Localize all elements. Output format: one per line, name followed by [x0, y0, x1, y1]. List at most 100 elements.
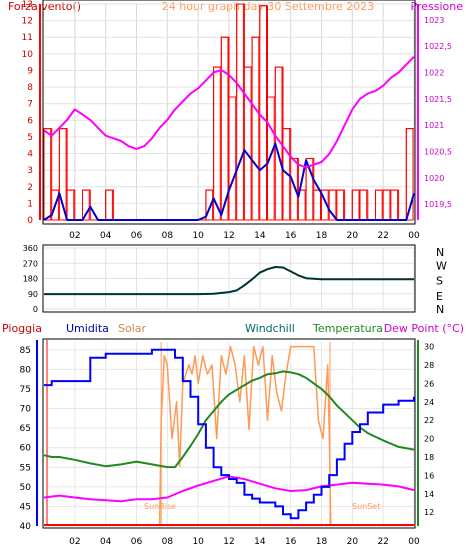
humidity-tick-label: 55 [20, 463, 31, 473]
tick-labels: 02 04 06 08 10 12 14 16 18 20 22 000123456789101112… [20, 0, 452, 547]
direction-tick-label: 270 [23, 259, 38, 268]
wind-x-tick-label: 10 [192, 231, 204, 241]
wind-y-tick-label: 9 [27, 66, 33, 76]
series-lines [43, 3, 415, 527]
temperature-title: Temperatura [312, 322, 383, 335]
wind-bar [43, 128, 52, 221]
pressure-axis-title: Pressione [411, 0, 464, 13]
wind-bar [236, 3, 244, 221]
pressure-tick-label: 1021 [424, 121, 444, 130]
wind-bar [351, 189, 360, 221]
wind-bar [313, 189, 321, 221]
direction-compass-label: E [436, 290, 443, 303]
wind-bar [243, 66, 252, 221]
temperature-tick-label: 20 [424, 435, 434, 444]
temperature-tick-label: 12 [424, 508, 434, 517]
wind-y-tick-label: 7 [27, 100, 33, 110]
direction-tick-label: 0 [33, 305, 38, 314]
wind-gust-line [43, 142, 415, 221]
pressure-tick-label: 1020 [424, 174, 444, 183]
wind-x-tick-label: 18 [316, 231, 328, 241]
wind-x-tick-label: 04 [100, 231, 112, 241]
temperature-tick-label: 18 [424, 453, 434, 462]
direction-line [44, 266, 414, 296]
wind-bar [390, 189, 399, 221]
wind-bar [251, 36, 260, 221]
pressure-tick-label: 1020,5 [424, 148, 452, 157]
direction-compass-label: N [436, 246, 444, 259]
sunrise-label: SunRise [144, 502, 176, 511]
pressure-line [43, 56, 415, 169]
wind-bar [66, 189, 75, 221]
wind-bar [382, 189, 391, 221]
wind-bar [220, 36, 229, 221]
wind-y-tick-label: 12 [22, 17, 33, 27]
wind-x-tick-label: 08 [162, 231, 174, 241]
humidity-tick-label: 65 [20, 424, 31, 434]
wind-speed-line [44, 3, 414, 221]
wind-y-tick-label: 4 [27, 150, 33, 160]
humidity-line [44, 348, 415, 520]
wind-y-tick-label: 11 [22, 33, 33, 43]
wind-bar [336, 189, 345, 221]
sunset-label: SunSet [352, 502, 380, 511]
humidity-tick-label: 50 [20, 483, 32, 493]
climate-x-tick-label: 14 [254, 537, 266, 547]
pressure-tick-label: 1019,5 [424, 200, 452, 209]
wind-y-tick-label: 3 [27, 166, 33, 176]
climate-x-tick-label: 12 [223, 537, 234, 547]
humidity-tick-label: 85 [20, 346, 31, 356]
humidity-tick-label: 70 [20, 405, 32, 415]
climate-x-tick-label: 20 [347, 537, 359, 547]
pressure-tick-label: 1022 [424, 68, 444, 77]
climate-x-tick-label: 08 [162, 537, 174, 547]
direction-compass-label: N [436, 303, 444, 316]
temperature-line [43, 370, 415, 469]
pressure-tick-label: 1021,5 [424, 95, 452, 104]
wind-bar [259, 5, 267, 221]
humidity-tick-label: 80 [20, 365, 32, 375]
direction-tick-label: 90 [28, 290, 38, 299]
wind-y-tick-label: 10 [22, 50, 34, 60]
pressure-tick-label: 1023 [424, 16, 444, 25]
humidity-title: Umidita [66, 322, 109, 335]
climate-x-tick-label: 10 [192, 537, 204, 547]
wind-bar [375, 189, 383, 221]
solar-title: Solar [118, 322, 147, 335]
temperature-tick-label: 16 [424, 471, 434, 480]
climate-x-tick-label: 00 [408, 537, 420, 547]
temperature-tick-label: 24 [424, 398, 434, 407]
humidity-tick-label: 60 [20, 444, 32, 454]
wind-bar [105, 189, 113, 221]
panel-climate-frame [42, 338, 416, 529]
temperature-tick-label: 22 [424, 416, 434, 425]
climate-x-tick-label: 02 [69, 537, 80, 547]
climate-x-tick-label: 18 [316, 537, 328, 547]
climate-x-tick-label: 04 [100, 537, 112, 547]
windchill-title: Windchill [245, 322, 295, 335]
wind-bar [359, 189, 368, 221]
climate-x-tick-label: 06 [131, 537, 143, 547]
wind-y-tick-label: 2 [27, 183, 33, 193]
panel-wind-frame [42, 0, 416, 225]
wind-bar [213, 66, 221, 221]
direction-compass-label: S [436, 275, 443, 288]
wind-x-tick-label: 12 [223, 231, 234, 241]
wind-y-tick-label: 1 [27, 199, 33, 209]
humidity-tick-label: 40 [20, 522, 32, 532]
wind-y-tick-label: 13 [22, 0, 33, 10]
climate-x-tick-label: 16 [285, 537, 297, 547]
direction-compass-label: W [436, 259, 447, 272]
panel-direction-frame [42, 244, 416, 313]
dewpoint-title: Dew Point (°C) [384, 322, 464, 335]
wind-x-tick-label: 06 [131, 231, 143, 241]
temperature-tick-label: 30 [424, 343, 434, 352]
wind-axis-title: Forza vento() [8, 0, 81, 13]
wind-x-tick-label: 16 [285, 231, 297, 241]
temperature-tick-label: 28 [424, 361, 434, 370]
humidity-tick-label: 75 [20, 385, 31, 395]
wind-x-tick-label: 02 [69, 231, 80, 241]
wind-y-tick-label: 5 [27, 133, 33, 143]
wind-y-tick-label: 6 [27, 116, 33, 126]
